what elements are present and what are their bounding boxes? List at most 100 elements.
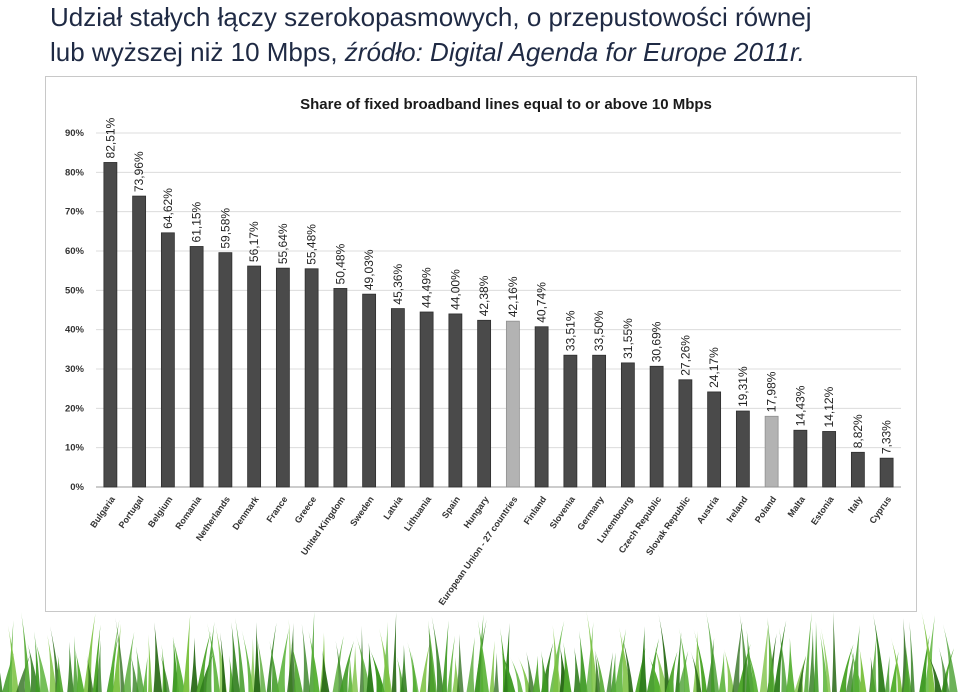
bar-chart: Share of fixed broadband lines equal to … [65,96,901,607]
grass-blade [794,655,807,692]
slide-title-line-1: Udział stałych łączy szerokopasmowych, o… [50,2,812,32]
bar [275,267,290,488]
grass-blade [549,620,565,692]
bar [879,457,894,488]
grass-blade [205,621,215,692]
data-label: 8,82% [851,414,865,448]
grass-blade [705,611,720,692]
grass-blade [678,627,690,692]
data-label: 17,98% [765,371,779,412]
grass-blade [767,617,776,692]
grass-blade [86,655,94,692]
data-label: 56,17% [247,221,261,262]
grass-blade [732,621,743,692]
data-label: 14,12% [822,386,836,427]
grass-blade [75,650,85,692]
grass-blade [290,641,303,692]
grass-blade [351,645,359,692]
data-label: 73,96% [132,151,146,192]
grass-blade [287,622,296,692]
y-tick-label: 80% [65,167,85,178]
grass-blade [869,634,877,692]
grass-blade [160,653,170,692]
x-tick-label: Ireland [724,494,749,524]
grass-blade [909,621,915,692]
grass-blade [241,630,254,692]
slide-title-source: źródło: Digital Agenda for Europe 2011r. [344,37,805,67]
x-tick-label: Germany [575,494,606,532]
grass-blade [942,624,958,692]
grass-blade [675,631,682,692]
data-label: 44,00% [448,269,462,310]
grass-blade [108,619,120,692]
grass-blade [493,652,499,692]
grass-decoration [0,610,958,692]
grass-blade [526,651,535,692]
bar [160,232,175,488]
data-label: 50,48% [333,243,347,284]
grass-blade [466,636,475,692]
grass-blade [819,631,829,692]
grass-blade [332,635,344,692]
bar [333,288,348,488]
x-tick-label: Latvia [381,494,405,522]
x-tick-label: Sweden [348,494,376,528]
data-label: 59,58% [218,208,232,249]
bar [304,268,319,488]
grass-blade [7,625,19,692]
grass-blade [196,631,211,692]
grass-blade [441,620,449,692]
grass-blade [34,631,41,692]
grass-blade [614,628,627,692]
grass-blade [7,620,14,692]
grass-blade [517,656,531,692]
grass-blade [665,651,678,692]
grass-blade [21,612,31,692]
x-tick-label: Italy [846,494,865,514]
grass-blade [797,656,807,692]
grass-blade [0,672,3,692]
data-label: 40,74% [535,282,549,323]
grass-blade [594,650,601,692]
x-tick-label: Poland [753,494,778,524]
grass-blade [83,613,96,692]
grass-blade [658,613,670,692]
grass-blade [72,635,79,692]
bar [592,354,607,488]
data-label: 19,31% [736,366,750,407]
grass-blade [804,612,812,692]
x-tick-label: Bulgaria [88,494,117,530]
grass-blade [500,650,516,692]
grass-blade [130,654,139,692]
data-label: 33,51% [563,310,577,351]
grass-blade [884,655,890,692]
x-tick-label: Romania [173,494,204,532]
grass-blade [148,634,153,692]
grass-blade [579,630,588,692]
grass-blade [779,627,788,692]
data-label: 24,17% [707,347,721,388]
grass-blade [335,640,344,692]
grass-blade [745,629,755,692]
y-tick-label: 0% [70,482,84,493]
bar [678,379,693,488]
bar [707,391,722,488]
grass-blade [621,634,634,692]
y-tick-label: 70% [65,207,85,218]
grass-blade [301,623,311,692]
grass-blade [724,649,735,692]
data-label: 42,38% [477,275,491,316]
grass-blade [606,652,614,692]
grass-blade [431,616,444,692]
grass-blade [366,642,374,692]
data-label: 55,48% [305,224,319,265]
grass-blade [477,619,489,692]
grass-blade [532,655,541,692]
grass-blade [320,650,330,692]
data-label: 30,69% [650,321,664,362]
data-label: 27,26% [678,335,692,376]
grass-blade [407,641,419,692]
grass-blade [135,646,145,692]
grass-blade [845,651,855,692]
grass-blade [872,612,886,692]
